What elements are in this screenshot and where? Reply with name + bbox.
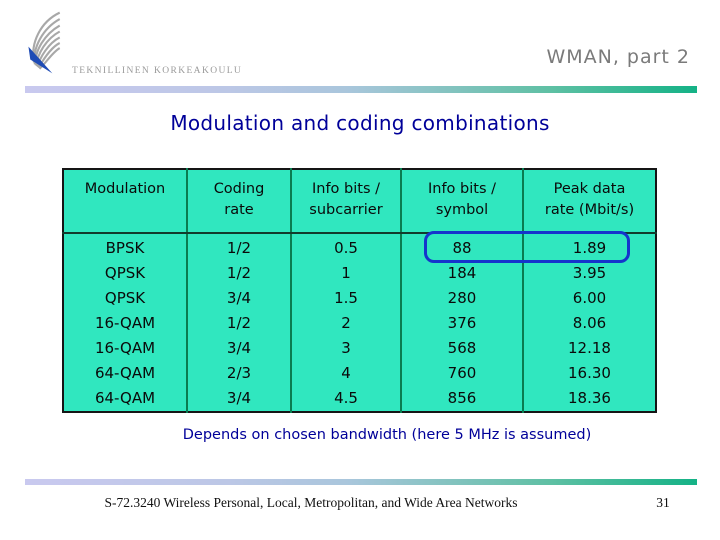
cell-coding-rate: 1/2 xyxy=(186,311,291,336)
table-row: BPSK 1/2 0.5 88 1.89 xyxy=(63,233,656,261)
column-header-coding-rate: Coding rate xyxy=(186,169,291,234)
cell-modulation: QPSK xyxy=(104,264,146,282)
table-row: 64-QAM 3/4 4.5 856 18.36 xyxy=(63,386,656,412)
cell-peak-data-rate: 12.18 xyxy=(522,336,656,361)
cell-info-bits-subcarrier: 4 xyxy=(290,361,401,386)
cell-peak-data-rate: 6.00 xyxy=(522,286,656,311)
footer-course-title: S-72.3240 Wireless Personal, Local, Metr… xyxy=(104,495,518,510)
cell-info-bits-subcarrier: 2 xyxy=(290,311,401,336)
cell-info-bits-subcarrier: 4.5 xyxy=(290,386,401,412)
column-header-modulation: Modulation xyxy=(63,169,187,234)
cell-info-bits-symbol: 568 xyxy=(400,336,523,361)
cell-peak-data-rate: 8.06 xyxy=(522,311,656,336)
cell-coding-rate: 3/4 xyxy=(186,386,291,412)
cell-info-bits-symbol: 280 xyxy=(400,286,523,311)
cell-coding-rate: 1/2 xyxy=(186,261,291,286)
cell-peak-data-rate: 1.89 xyxy=(522,233,656,261)
cell-peak-data-rate: 3.95 xyxy=(522,261,656,286)
column-header-peak-data-rate: Peak data rate (Mbit/s) xyxy=(522,169,656,234)
cell-modulation: 64-QAM xyxy=(94,389,156,407)
cell-info-bits-symbol: 760 xyxy=(400,361,523,386)
cell-modulation: BPSK xyxy=(105,239,145,257)
cell-info-bits-symbol: 184 xyxy=(400,261,523,286)
table-caption: Depends on chosen bandwidth (here 5 MHz … xyxy=(182,427,592,443)
column-header-info-bits-symbol: Info bits / symbol xyxy=(400,169,523,234)
cell-coding-rate: 2/3 xyxy=(186,361,291,386)
cell-info-bits-symbol: 376 xyxy=(400,311,523,336)
cell-info-bits-subcarrier: 1 xyxy=(290,261,401,286)
cell-coding-rate: 3/4 xyxy=(186,336,291,361)
slide-header-course-part: WMAN, part 2 xyxy=(546,46,690,68)
column-header-info-bits-subcarrier: Info bits / subcarrier xyxy=(290,169,401,234)
cell-coding-rate: 1/2 xyxy=(186,233,291,261)
page-number: 31 xyxy=(656,495,670,510)
table-row: QPSK 1/2 1 184 3.95 xyxy=(63,261,656,286)
slide-title: Modulation and coding combinations xyxy=(170,111,550,135)
table-row: 64-QAM 2/3 4 760 16.30 xyxy=(63,361,656,386)
cell-info-bits-subcarrier: 3 xyxy=(290,336,401,361)
cell-info-bits-subcarrier: 0.5 xyxy=(290,233,401,261)
cell-modulation: QPSK xyxy=(104,289,146,307)
cell-coding-rate: 3/4 xyxy=(186,286,291,311)
cell-modulation: 64-QAM xyxy=(94,364,156,382)
university-logo-icon xyxy=(28,11,61,74)
table-row: QPSK 3/4 1.5 280 6.00 xyxy=(63,286,656,311)
table-header-row: Modulation Coding rate Info bits / subcarr… xyxy=(63,169,656,234)
top-separator-line xyxy=(25,86,697,93)
institution-name: TEKNILLINEN KORKEAKOULU xyxy=(72,66,243,76)
cell-info-bits-subcarrier: 1.5 xyxy=(290,286,401,311)
modulation-coding-table: Modulation Coding rate Info bits / subcarr… xyxy=(62,168,657,413)
cell-peak-data-rate: 18.36 xyxy=(522,386,656,412)
cell-info-bits-symbol: 856 xyxy=(400,386,523,412)
bottom-separator-line xyxy=(25,479,697,485)
cell-peak-data-rate: 16.30 xyxy=(522,361,656,386)
table-row: 16-QAM 1/2 2 376 8.06 xyxy=(63,311,656,336)
cell-info-bits-symbol: 88 xyxy=(400,233,523,261)
cell-modulation: 16-QAM xyxy=(94,339,156,357)
table-row: 16-QAM 3/4 3 568 12.18 xyxy=(63,336,656,361)
cell-modulation: 16-QAM xyxy=(94,314,156,332)
